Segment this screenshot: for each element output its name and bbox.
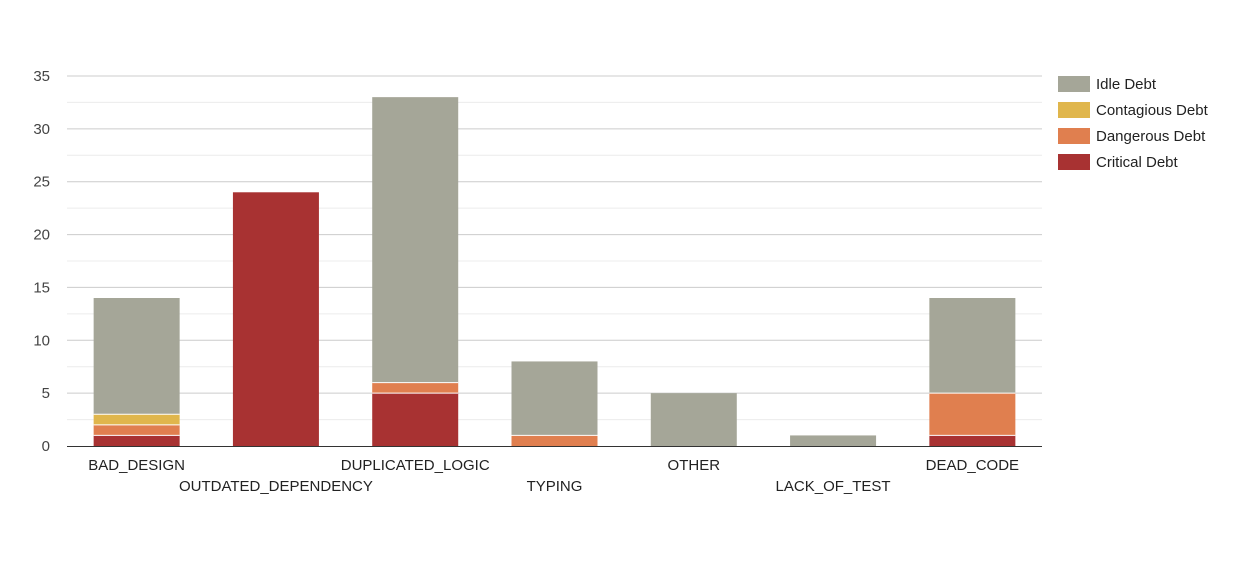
x-category-label: BAD_DESIGN bbox=[88, 457, 185, 474]
x-axis-labels: BAD_DESIGN OUTDATED_DEPENDENCY DUPLICATED_… bbox=[88, 457, 1019, 495]
y-tick-label: 0 bbox=[42, 438, 50, 455]
bar-segment-idle-debt[interactable] bbox=[650, 393, 737, 446]
bar-segment-dangerous-debt[interactable] bbox=[929, 393, 1016, 436]
bar-segment-contagious-debt[interactable] bbox=[93, 414, 180, 425]
legend: Idle Debt Contagious Debt Dangerous Debt Cr… bbox=[1058, 76, 1209, 171]
bar-segment-idle-debt[interactable] bbox=[790, 435, 877, 446]
bar-segment-critical-debt[interactable] bbox=[93, 435, 180, 446]
y-axis-ticks: 0 5 10 15 20 25 30 35 bbox=[33, 68, 50, 455]
legend-label[interactable]: Idle Debt bbox=[1096, 76, 1157, 93]
x-category-label: LACK_OF_TEST bbox=[776, 478, 891, 495]
bar-segment-idle-debt[interactable] bbox=[372, 97, 459, 383]
y-tick-label: 25 bbox=[33, 174, 50, 191]
x-category-label: DEAD_CODE bbox=[926, 457, 1019, 474]
bar-segment-idle-debt[interactable] bbox=[929, 298, 1016, 394]
x-category-label: OTHER bbox=[668, 457, 721, 474]
y-tick-label: 5 bbox=[42, 385, 50, 402]
x-category-label: DUPLICATED_LOGIC bbox=[341, 457, 490, 474]
bar-segment-critical-debt[interactable] bbox=[372, 393, 459, 446]
bar-segment-idle-debt[interactable] bbox=[511, 361, 598, 436]
bar-segment-idle-debt[interactable] bbox=[93, 298, 180, 415]
legend-label[interactable]: Dangerous Debt bbox=[1096, 128, 1206, 145]
grid-lines bbox=[67, 75, 1042, 421]
legend-swatch[interactable] bbox=[1058, 128, 1090, 144]
legend-label[interactable]: Critical Debt bbox=[1096, 154, 1179, 171]
bar-segment-dangerous-debt[interactable] bbox=[93, 424, 180, 436]
legend-swatch[interactable] bbox=[1058, 76, 1090, 92]
legend-label[interactable]: Contagious Debt bbox=[1096, 102, 1209, 119]
bar-segment-dangerous-debt[interactable] bbox=[372, 382, 459, 394]
bar-segment-critical-debt[interactable] bbox=[929, 435, 1016, 446]
y-tick-label: 30 bbox=[33, 121, 50, 138]
y-tick-label: 20 bbox=[33, 227, 50, 244]
y-tick-label: 35 bbox=[33, 68, 50, 85]
x-category-label: TYPING bbox=[527, 478, 583, 495]
y-tick-label: 15 bbox=[33, 279, 50, 296]
y-tick-label: 10 bbox=[33, 332, 50, 349]
bar-segment-critical-debt[interactable] bbox=[232, 192, 319, 446]
legend-swatch[interactable] bbox=[1058, 154, 1090, 170]
x-category-label: OUTDATED_DEPENDENCY bbox=[179, 478, 373, 495]
legend-swatch[interactable] bbox=[1058, 102, 1090, 118]
bars bbox=[93, 97, 1016, 446]
bar-segment-dangerous-debt[interactable] bbox=[511, 435, 598, 446]
